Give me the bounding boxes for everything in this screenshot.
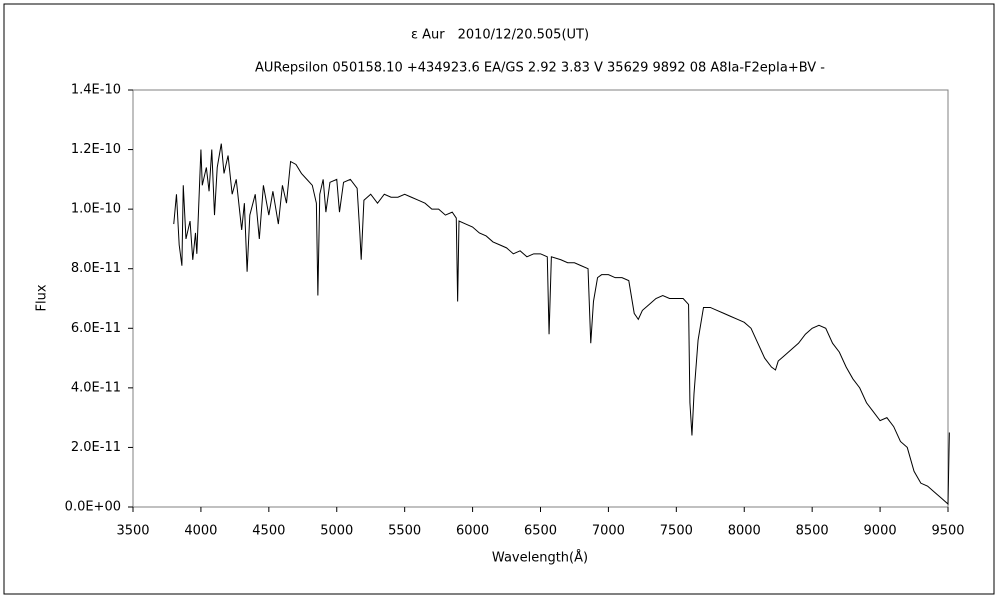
y-tick-label: 1.4E-10 [71,83,121,98]
x-tick-label: 4000 [184,524,217,539]
y-tick-label: 8.0E-11 [71,261,121,276]
x-tick-label: 9000 [864,524,897,539]
chart-title: ε Aur 2010/12/20.505(UT) [411,28,589,43]
x-axis-label: Wavelength(Å) [492,550,588,566]
y-tick-label: 1.0E-10 [71,202,121,217]
chart-subtitle: AURepsilon 050158.10 +434923.6 EA/GS 2.9… [255,61,825,76]
x-tick-label: 6000 [456,524,489,539]
y-tick-label: 2.0E-11 [71,440,121,455]
x-tick-label: 3500 [116,524,149,539]
x-tick-label: 8000 [728,524,761,539]
y-tick-label: 1.2E-10 [71,142,121,157]
x-tick-label: 7500 [660,524,693,539]
x-tick-label: 9500 [931,524,964,539]
x-tick-label: 7000 [592,524,625,539]
x-tick-label: 6500 [524,524,557,539]
plot-area [132,89,949,508]
x-tick-label: 5000 [320,524,353,539]
y-tick-label: 4.0E-11 [71,380,121,395]
y-axis-label: Flux [35,284,50,311]
y-tick-label: 6.0E-11 [71,321,121,336]
x-tick-label: 5500 [388,524,421,539]
spectrum-line [173,143,950,506]
x-tick-label: 4500 [252,524,285,539]
y-tick-label: 0.0E+00 [65,500,121,515]
x-tick-label: 8500 [796,524,829,539]
